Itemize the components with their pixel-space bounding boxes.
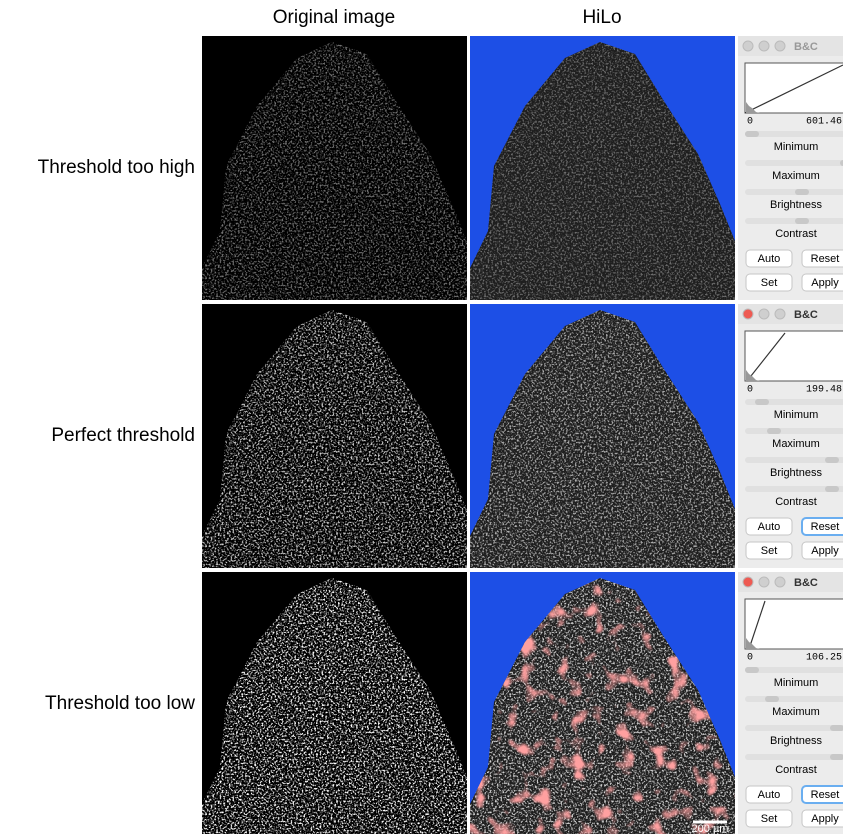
slider-knob[interactable] xyxy=(755,399,769,405)
page: {"columns": ["Original image", "HiLo"], … xyxy=(0,0,843,834)
histogram-min: 0 xyxy=(747,385,753,396)
button-label[interactable]: Apply xyxy=(811,545,839,557)
slider-knob[interactable] xyxy=(830,725,843,731)
window-title: B&C xyxy=(794,577,818,589)
slider-label: Contrast xyxy=(775,496,817,508)
slider-track xyxy=(745,218,843,224)
row-label: Threshold too high xyxy=(38,157,195,178)
slider-label: Maximum xyxy=(772,438,820,450)
button-label[interactable]: Reset xyxy=(811,253,840,265)
histogram-max: 199.48 xyxy=(806,385,842,396)
slider-label: Contrast xyxy=(775,228,817,240)
button-label[interactable]: Set xyxy=(761,813,778,825)
slider-label: Maximum xyxy=(772,706,820,718)
figure: Original image HiLo Threshold too high B&… xyxy=(0,0,843,834)
slider-knob[interactable] xyxy=(825,457,839,463)
row: Perfect threshold B&C 0 199.48 Minimum Maximu… xyxy=(51,304,843,568)
row: Threshold too low B&C 0 106.25 Minimum Maximu… xyxy=(45,572,843,834)
row-label: Threshold too low xyxy=(45,693,195,714)
body: Original image HiLo Threshold too high B&… xyxy=(0,0,843,834)
button-label[interactable]: Set xyxy=(761,277,778,289)
original-image xyxy=(202,304,467,568)
slider-track xyxy=(745,131,843,137)
original-image xyxy=(202,36,467,300)
column-header: Original image xyxy=(273,7,396,28)
window-button xyxy=(775,41,785,51)
window-title: B&C xyxy=(794,41,818,53)
slider-label: Brightness xyxy=(770,467,822,479)
window-button xyxy=(743,577,753,587)
slider-label: Contrast xyxy=(775,764,817,776)
hilo-image xyxy=(470,36,735,300)
row: Threshold too high B&C 0 601.46 Minimum Maxim… xyxy=(38,36,843,300)
slider-track xyxy=(745,667,843,673)
original-image xyxy=(202,572,467,834)
button-label[interactable]: Reset xyxy=(811,521,840,533)
window-button xyxy=(759,309,769,319)
window-button xyxy=(759,577,769,587)
slider-track xyxy=(745,754,843,760)
histogram xyxy=(745,599,843,649)
window-button xyxy=(775,577,785,587)
slider-track xyxy=(745,189,843,195)
button-label[interactable]: Set xyxy=(761,545,778,557)
slider-knob[interactable] xyxy=(795,189,809,195)
window-button xyxy=(775,309,785,319)
window-button xyxy=(743,309,753,319)
button-label[interactable]: Reset xyxy=(811,789,840,801)
hilo-image xyxy=(470,572,735,834)
slider-label: Brightness xyxy=(770,735,822,747)
button-label[interactable]: Apply xyxy=(811,277,839,289)
window-button xyxy=(743,41,753,51)
slider-knob[interactable] xyxy=(765,696,779,702)
slider-track xyxy=(745,725,843,731)
slider-knob[interactable] xyxy=(767,428,781,434)
button-label[interactable]: Auto xyxy=(758,521,781,533)
slider-track xyxy=(745,428,843,434)
bc-window: B&C 0 199.48 Minimum Maximum Brightness Contra… xyxy=(738,304,843,568)
histogram-max: 601.46 xyxy=(806,117,842,128)
bc-window: B&C 0 106.25 Minimum Maximum Brightness Contra… xyxy=(738,572,843,834)
title-bar xyxy=(738,304,843,324)
histogram-max: 106.25 xyxy=(806,653,842,664)
button-label[interactable]: Auto xyxy=(758,789,781,801)
bc-window: B&C 0 601.46 Minimum Maximum Brightness Contra… xyxy=(738,36,843,300)
slider-track xyxy=(745,160,843,166)
rows: Threshold too high B&C 0 601.46 Minimum Maxim… xyxy=(38,36,843,834)
title-bar xyxy=(738,572,843,592)
row-label: Perfect threshold xyxy=(51,425,195,446)
window-button xyxy=(759,41,769,51)
histogram-min: 0 xyxy=(747,653,753,664)
slider-knob[interactable] xyxy=(745,131,759,137)
title-bar xyxy=(738,36,843,56)
column-header: HiLo xyxy=(582,7,621,28)
scale-bar-label: 200 µm xyxy=(692,823,729,834)
histogram-min: 0 xyxy=(747,117,753,128)
window-title: B&C xyxy=(794,309,818,321)
histogram xyxy=(745,331,843,381)
slider-knob[interactable] xyxy=(830,754,843,760)
slider-label: Minimum xyxy=(774,141,819,153)
button-label[interactable]: Apply xyxy=(811,813,839,825)
button-label[interactable]: Auto xyxy=(758,253,781,265)
slider-knob[interactable] xyxy=(825,486,839,492)
hilo-image xyxy=(470,304,735,568)
slider-label: Maximum xyxy=(772,170,820,182)
slider-label: Minimum xyxy=(774,677,819,689)
slider-knob[interactable] xyxy=(795,218,809,224)
slider-label: Brightness xyxy=(770,199,822,211)
slider-track xyxy=(745,696,843,702)
slider-label: Minimum xyxy=(774,409,819,421)
slider-knob[interactable] xyxy=(745,667,759,673)
